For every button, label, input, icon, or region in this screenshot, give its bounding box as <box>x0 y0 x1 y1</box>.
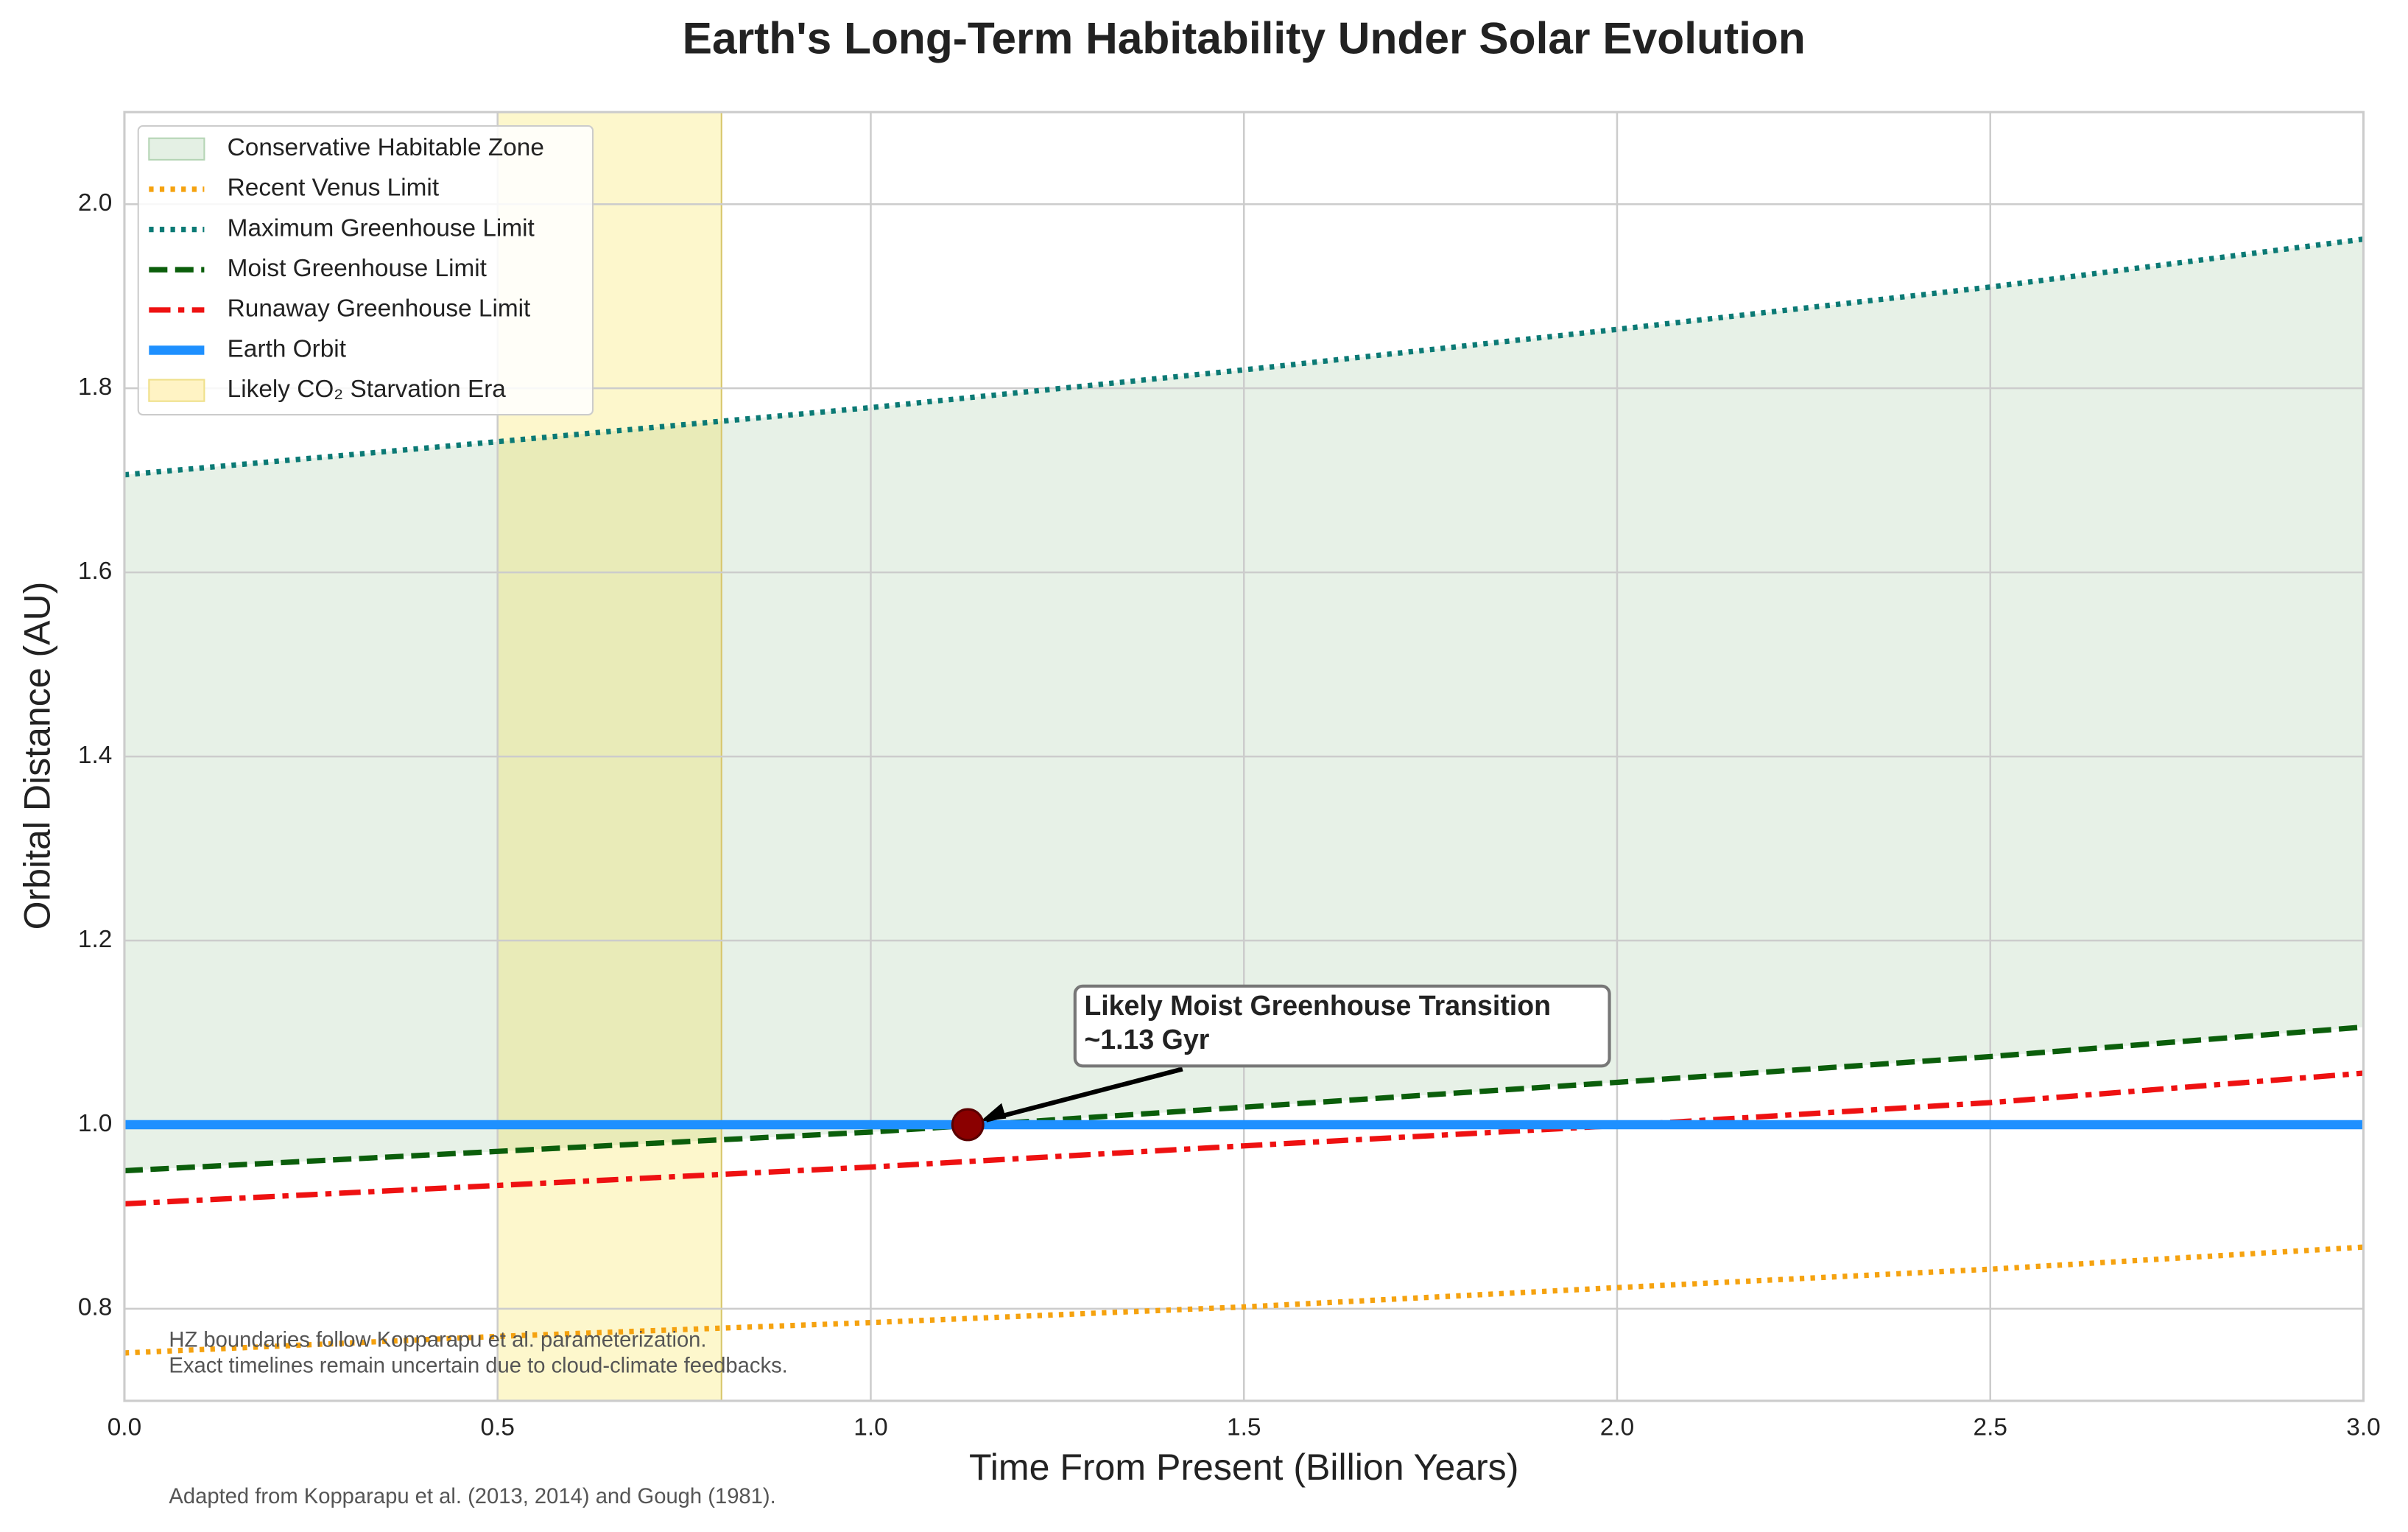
y-tick-label: 0.8 <box>78 1294 112 1321</box>
x-axis-label: Time From Present (Billion Years) <box>969 1447 1518 1488</box>
y-tick-label: 1.2 <box>78 926 112 953</box>
y-tick-label: 1.6 <box>78 558 112 585</box>
annotation-text: Likely Moist Greenhouse Transition <box>1084 990 1551 1021</box>
annotation-arrow <box>985 1067 1183 1122</box>
annotation-box <box>1073 984 1611 1068</box>
transition-point <box>951 1108 985 1142</box>
chart-title: Earth's Long-Term Habitability Under Sol… <box>683 13 1806 63</box>
x-tick-label: 3.0 <box>2346 1413 2380 1441</box>
x-tick-label: 2.5 <box>1974 1413 2007 1441</box>
legend-swatch <box>148 379 205 402</box>
legend-box <box>137 124 594 416</box>
source-note: Adapted from Kopparapu et al. (2013, 201… <box>169 1485 775 1508</box>
x-tick-label: 1.5 <box>1227 1413 1261 1441</box>
legend-label: Recent Venus Limit <box>228 175 440 202</box>
annotation-arrowhead <box>979 1103 1007 1122</box>
y-tick-label: 1.8 <box>78 373 112 401</box>
legend-label: Conservative Habitable Zone <box>228 134 544 161</box>
series-line <box>124 1244 2364 1356</box>
x-tick-label: 0.0 <box>108 1413 141 1441</box>
x-tick-label: 2.0 <box>1600 1413 1634 1441</box>
plot-frame <box>123 110 2365 1402</box>
series-line <box>124 1024 2364 1174</box>
series-line <box>124 1070 2364 1207</box>
y-axis-label: Orbital Distance (AU) <box>16 582 57 930</box>
legend-label: Runaway Greenhouse Limit <box>228 295 531 323</box>
legend-label: Moist Greenhouse Limit <box>228 255 487 282</box>
legend-label: Likely CO₂ Starvation Era <box>228 376 507 403</box>
legend-swatch <box>148 137 205 161</box>
x-tick-label: 1.0 <box>853 1413 887 1441</box>
legend-label: Earth Orbit <box>228 335 347 362</box>
x-tick-label: 0.5 <box>481 1413 515 1441</box>
y-tick-label: 1.4 <box>78 742 112 769</box>
legend-label: Maximum Greenhouse Limit <box>228 214 535 242</box>
annotation-text: ~1.13 Gyr <box>1084 1024 1209 1055</box>
footnote: Exact timelines remain uncertain due to … <box>169 1354 787 1378</box>
y-tick-label: 1.0 <box>78 1110 112 1137</box>
y-tick-label: 2.0 <box>78 189 112 217</box>
footnote: HZ boundaries follow Kopparapu et al. pa… <box>169 1328 706 1352</box>
